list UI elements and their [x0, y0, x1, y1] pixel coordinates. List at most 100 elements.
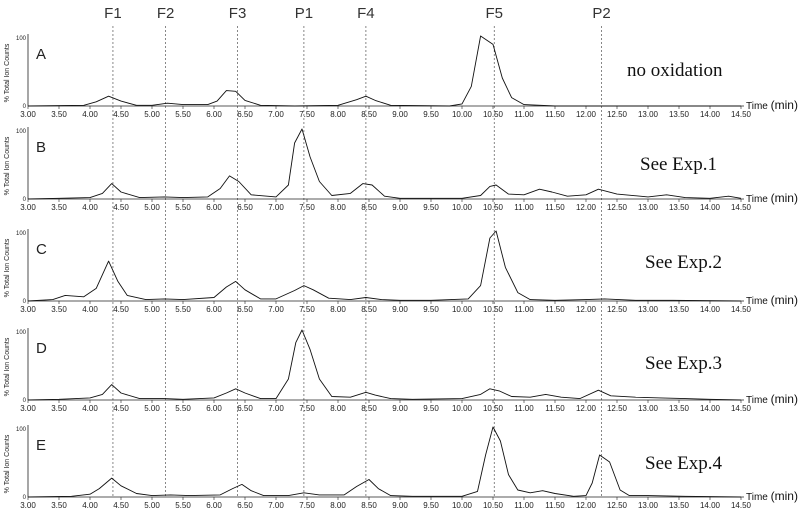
y-tick-label-a-0: 0	[23, 104, 27, 110]
x-tick-label-c-18: 12.00	[576, 305, 597, 314]
x-tick-label-e-11: 8.50	[361, 501, 377, 510]
y-tick-label-a-100: 100	[16, 36, 27, 42]
x-axis-title-b: Time (min)	[746, 191, 798, 205]
y-tick-label-c-100: 100	[16, 231, 27, 237]
x-tick-label-d-22: 14.00	[700, 404, 721, 413]
x-tick-label-b-4: 5.00	[144, 203, 160, 212]
x-axis-title-e: Time (min)	[746, 489, 798, 503]
x-tick-label-d-5: 5.50	[175, 404, 191, 413]
x-tick-label-e-0: 3.00	[20, 501, 36, 510]
x-axis-unit-e: (min)	[771, 489, 798, 503]
x-tick-label-e-13: 9.50	[423, 501, 439, 510]
x-tick-label-c-10: 8.00	[330, 305, 346, 314]
x-tick-label-b-11: 8.50	[361, 203, 377, 212]
x-tick-label-d-14: 10.00	[452, 404, 473, 413]
x-tick-label-a-6: 6.00	[206, 110, 222, 119]
panel-label-c: C	[36, 241, 47, 258]
x-tick-label-b-15: 10.50	[483, 203, 504, 212]
x-tick-label-b-5: 5.50	[175, 203, 191, 212]
x-tick-label-b-10: 8.00	[330, 203, 346, 212]
x-tick-label-c-7: 6.50	[237, 305, 253, 314]
x-tick-label-b-13: 9.50	[423, 203, 439, 212]
x-tick-label-a-10: 8.00	[330, 110, 346, 119]
panel-label-b: B	[36, 139, 46, 156]
panel-note-a: no oxidation	[627, 60, 723, 81]
x-tick-label-c-17: 11.50	[545, 305, 565, 314]
x-tick-label-a-22: 14.00	[700, 110, 721, 119]
x-axis-label-a: Time	[746, 101, 771, 112]
y-axis-title-b: % Total Ion Counts	[4, 136, 11, 195]
x-tick-label-d-2: 4.00	[82, 404, 98, 413]
trace-b	[27, 128, 742, 200]
x-axis-label-b: Time	[746, 194, 771, 205]
x-tick-label-e-16: 11.00	[514, 501, 534, 510]
x-tick-label-d-1: 3.50	[51, 404, 67, 413]
x-tick-label-a-1: 3.50	[51, 110, 67, 119]
x-tick-label-c-8: 7.00	[268, 305, 284, 314]
x-tick-label-c-5: 5.50	[175, 305, 191, 314]
x-tick-label-c-21: 13.50	[669, 305, 690, 314]
y-axis-title-c: % Total Ion Counts	[4, 238, 11, 297]
x-tick-label-c-9: 7.50	[299, 305, 315, 314]
x-tick-label-a-3: 4.50	[113, 110, 129, 119]
y-tick-label-b-0: 0	[23, 197, 27, 203]
x-tick-label-a-13: 9.50	[423, 110, 439, 119]
x-tick-label-b-2: 4.00	[82, 203, 98, 212]
x-tick-label-e-15: 10.50	[483, 501, 504, 510]
x-tick-label-a-16: 11.00	[514, 110, 534, 119]
panel-label-d: D	[36, 340, 47, 357]
x-axis-label-e: Time	[746, 492, 771, 503]
x-tick-label-c-20: 13.00	[638, 305, 659, 314]
x-tick-label-a-0: 3.00	[20, 110, 36, 119]
x-tick-label-c-6: 6.00	[206, 305, 222, 314]
x-tick-label-b-17: 11.50	[545, 203, 565, 212]
x-tick-label-a-14: 10.00	[452, 110, 473, 119]
x-tick-label-b-1: 3.50	[51, 203, 67, 212]
y-axis-title-e: % Total Ion Counts	[4, 434, 11, 493]
x-tick-label-e-19: 12.50	[607, 501, 628, 510]
x-tick-label-d-13: 9.50	[423, 404, 439, 413]
x-tick-label-d-15: 10.50	[483, 404, 504, 413]
x-tick-label-d-3: 4.50	[113, 404, 129, 413]
x-tick-label-c-12: 9.00	[392, 305, 408, 314]
x-tick-label-d-0: 3.00	[20, 404, 36, 413]
x-tick-label-c-4: 5.00	[144, 305, 160, 314]
x-tick-label-d-19: 12.50	[607, 404, 628, 413]
x-tick-label-a-9: 7.50	[299, 110, 315, 119]
x-tick-label-b-16: 11.00	[514, 203, 534, 212]
marker-label-f1: F1	[104, 5, 122, 22]
x-tick-label-b-21: 13.50	[669, 203, 690, 212]
x-tick-label-b-8: 7.00	[268, 203, 284, 212]
y-axis-title-a: % Total Ion Counts	[4, 43, 11, 102]
x-tick-label-a-12: 9.00	[392, 110, 408, 119]
x-tick-label-d-9: 7.50	[299, 404, 315, 413]
y-tick-label-d-100: 100	[16, 330, 27, 336]
x-tick-label-b-22: 14.00	[700, 203, 721, 212]
x-tick-label-e-4: 5.00	[144, 501, 160, 510]
x-tick-label-e-2: 4.00	[82, 501, 98, 510]
x-axis-unit-d: (min)	[771, 392, 798, 406]
trace-c	[27, 230, 742, 302]
trace-e	[27, 426, 742, 498]
x-tick-label-e-21: 13.50	[669, 501, 690, 510]
x-axis-unit-c: (min)	[771, 293, 798, 307]
panel-note-c: See Exp.2	[645, 252, 722, 273]
x-axis-unit-a: (min)	[771, 98, 798, 112]
x-tick-label-a-17: 11.50	[545, 110, 565, 119]
x-tick-label-b-12: 9.00	[392, 203, 408, 212]
x-tick-label-e-14: 10.00	[452, 501, 473, 510]
x-tick-label-a-7: 6.50	[237, 110, 253, 119]
x-tick-label-a-23: 14.50	[731, 110, 752, 119]
x-tick-label-c-3: 4.50	[113, 305, 129, 314]
y-axis-title-d: % Total Ion Counts	[4, 337, 11, 396]
x-tick-label-b-23: 14.50	[731, 203, 752, 212]
marker-label-p1: P1	[295, 5, 313, 22]
marker-label-f4: F4	[357, 5, 375, 22]
x-axis-title-a: Time (min)	[746, 98, 798, 112]
x-tick-label-e-3: 4.50	[113, 501, 129, 510]
x-tick-label-b-14: 10.00	[452, 203, 473, 212]
x-tick-label-d-21: 13.50	[669, 404, 690, 413]
x-tick-label-b-3: 4.50	[113, 203, 129, 212]
x-tick-label-e-20: 13.00	[638, 501, 659, 510]
x-tick-label-a-21: 13.50	[669, 110, 690, 119]
